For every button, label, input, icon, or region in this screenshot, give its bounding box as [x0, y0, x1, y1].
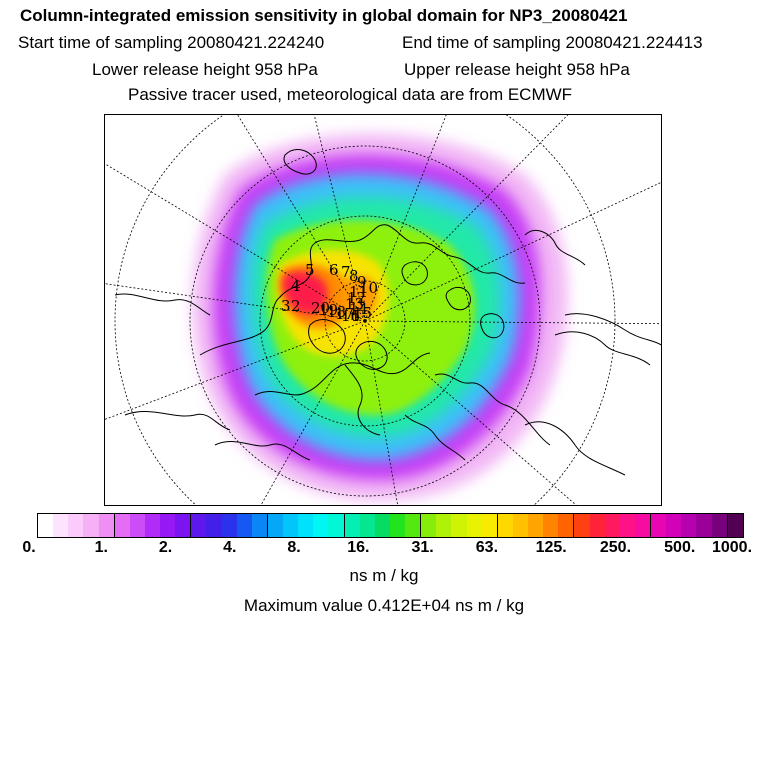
- colorbar-swatch: [651, 514, 667, 537]
- colorbar-swatch: [405, 514, 422, 537]
- sampling-start-time: Start time of sampling 20080421.224240: [18, 33, 325, 52]
- marker-label: 2: [291, 297, 301, 315]
- receptor-markers: 1 2 3 4 5 6 7 8 9 10 11 12 13 14 15 16 1…: [281, 261, 378, 325]
- marker-label: 5: [305, 261, 315, 279]
- sensitivity-field: [192, 133, 568, 501]
- colorbar-swatch: [53, 514, 69, 537]
- colorbar-tick-label: 500.: [664, 539, 696, 556]
- colorbar-swatch: [267, 514, 283, 537]
- colorbar-swatch: [389, 514, 405, 537]
- colorbar-swatch: [466, 514, 482, 537]
- colorbar-swatch: [681, 514, 697, 537]
- graticule: [105, 115, 661, 505]
- map-title: Column-integrated emission sensitivity i…: [20, 6, 628, 25]
- colorbar-swatch: [711, 514, 728, 537]
- colorbar-tick-label: 63.: [475, 539, 499, 556]
- marker-label: 13: [345, 295, 364, 313]
- colorbar-tick-label: 8.: [287, 539, 301, 556]
- colorbar-units: ns m / kg: [349, 566, 419, 585]
- upper-release-height: Upper release height 958 hPa: [404, 60, 630, 79]
- marker-label: 19: [319, 301, 338, 319]
- tracer-info: Passive tracer used, meteorological data…: [128, 85, 573, 104]
- colorbar-swatch: [619, 514, 635, 537]
- colorbar-tick-label: 1.: [94, 539, 108, 556]
- marker-label: 12: [347, 289, 366, 307]
- coastlines: [114, 149, 661, 476]
- colorbar-swatch: [727, 514, 743, 537]
- sampling-end-time: End time of sampling 20080421.224413: [402, 33, 703, 52]
- colorbar-swatch: [191, 514, 207, 537]
- marker-label: 20: [311, 299, 330, 317]
- colorbar-swatch: [374, 514, 390, 537]
- colorbar-swatch: [298, 514, 314, 537]
- lower-release-height: Lower release height 958 hPa: [92, 60, 318, 79]
- colorbar-swatch: [666, 514, 682, 537]
- colorbar-swatch: [451, 514, 467, 537]
- marker-label: 10: [359, 279, 378, 297]
- marker-label: 18: [327, 303, 346, 321]
- marker-label: 6: [329, 261, 339, 279]
- colorbar-swatch: [68, 514, 84, 537]
- colorbar-swatch: [574, 514, 590, 537]
- marker-label: 15: [353, 304, 372, 322]
- marker-label: 17: [335, 305, 354, 323]
- colorbar-swatch: [175, 514, 192, 537]
- colorbar-tick-label: 250.: [599, 539, 632, 556]
- colorbar-swatch: [359, 514, 375, 537]
- colorbar-swatch: [206, 514, 222, 537]
- colorbar-swatch: [313, 514, 329, 537]
- colorbar-swatch: [589, 514, 605, 537]
- map-panel: 1 2 3 4 5 6 7 8 9 10 11 12 13 14 15 16 1…: [104, 114, 662, 506]
- polar-map: 1 2 3 4 5 6 7 8 9 10 11 12 13 14 15 16 1…: [105, 115, 661, 505]
- colorbar-swatch: [251, 514, 268, 537]
- colorbar: [37, 513, 744, 538]
- colorbar-tick-label: 125.: [535, 539, 567, 556]
- colorbar-swatch: [160, 514, 176, 537]
- colorbar-swatch: [144, 514, 160, 537]
- colorbar-swatch: [328, 514, 345, 537]
- marker-label: 16: [341, 307, 360, 325]
- colorbar-swatch: [129, 514, 145, 537]
- colorbar-swatch: [497, 514, 513, 537]
- marker-label: 3: [281, 297, 291, 315]
- colorbar-tick-label: 1000.: [711, 539, 753, 556]
- colorbar-swatch: [543, 514, 559, 537]
- maximum-value: Maximum value 0.412E+04 ns m / kg: [243, 596, 525, 615]
- colorbar-swatch: [38, 514, 54, 537]
- colorbar-swatch: [98, 514, 115, 537]
- marker-label: 7: [341, 263, 351, 281]
- colorbar-swatch: [528, 514, 544, 537]
- colorbar-tick-label: 2.: [158, 539, 173, 556]
- colorbar-swatch: [558, 514, 575, 537]
- marker-label: 11: [349, 283, 368, 301]
- colorbar-tick-label: 16.: [347, 539, 370, 556]
- colorbar-swatch: [236, 514, 252, 537]
- colorbar-swatch: [436, 514, 452, 537]
- colorbar-swatch: [344, 514, 360, 537]
- marker-label: 4: [291, 277, 301, 295]
- marker-label: 1: [351, 307, 361, 325]
- colorbar-swatch: [634, 514, 651, 537]
- colorbar-swatch: [604, 514, 620, 537]
- colorbar-swatch: [421, 514, 437, 537]
- colorbar-tick-label: 31.: [411, 539, 434, 556]
- colorbar-tick-label: 4.: [223, 539, 237, 556]
- colorbar-tick-label: 0.: [22, 539, 36, 556]
- colorbar-swatch: [283, 514, 299, 537]
- colorbar-swatch: [696, 514, 712, 537]
- colorbar-swatch: [114, 514, 130, 537]
- marker-label: 9: [357, 273, 367, 291]
- colorbar-swatch: [481, 514, 498, 537]
- colorbar-swatch: [221, 514, 237, 537]
- colorbar-swatch: [512, 514, 528, 537]
- colorbar-swatch: [83, 514, 99, 537]
- marker-label: 14: [349, 300, 368, 318]
- marker-label: 8: [349, 267, 359, 285]
